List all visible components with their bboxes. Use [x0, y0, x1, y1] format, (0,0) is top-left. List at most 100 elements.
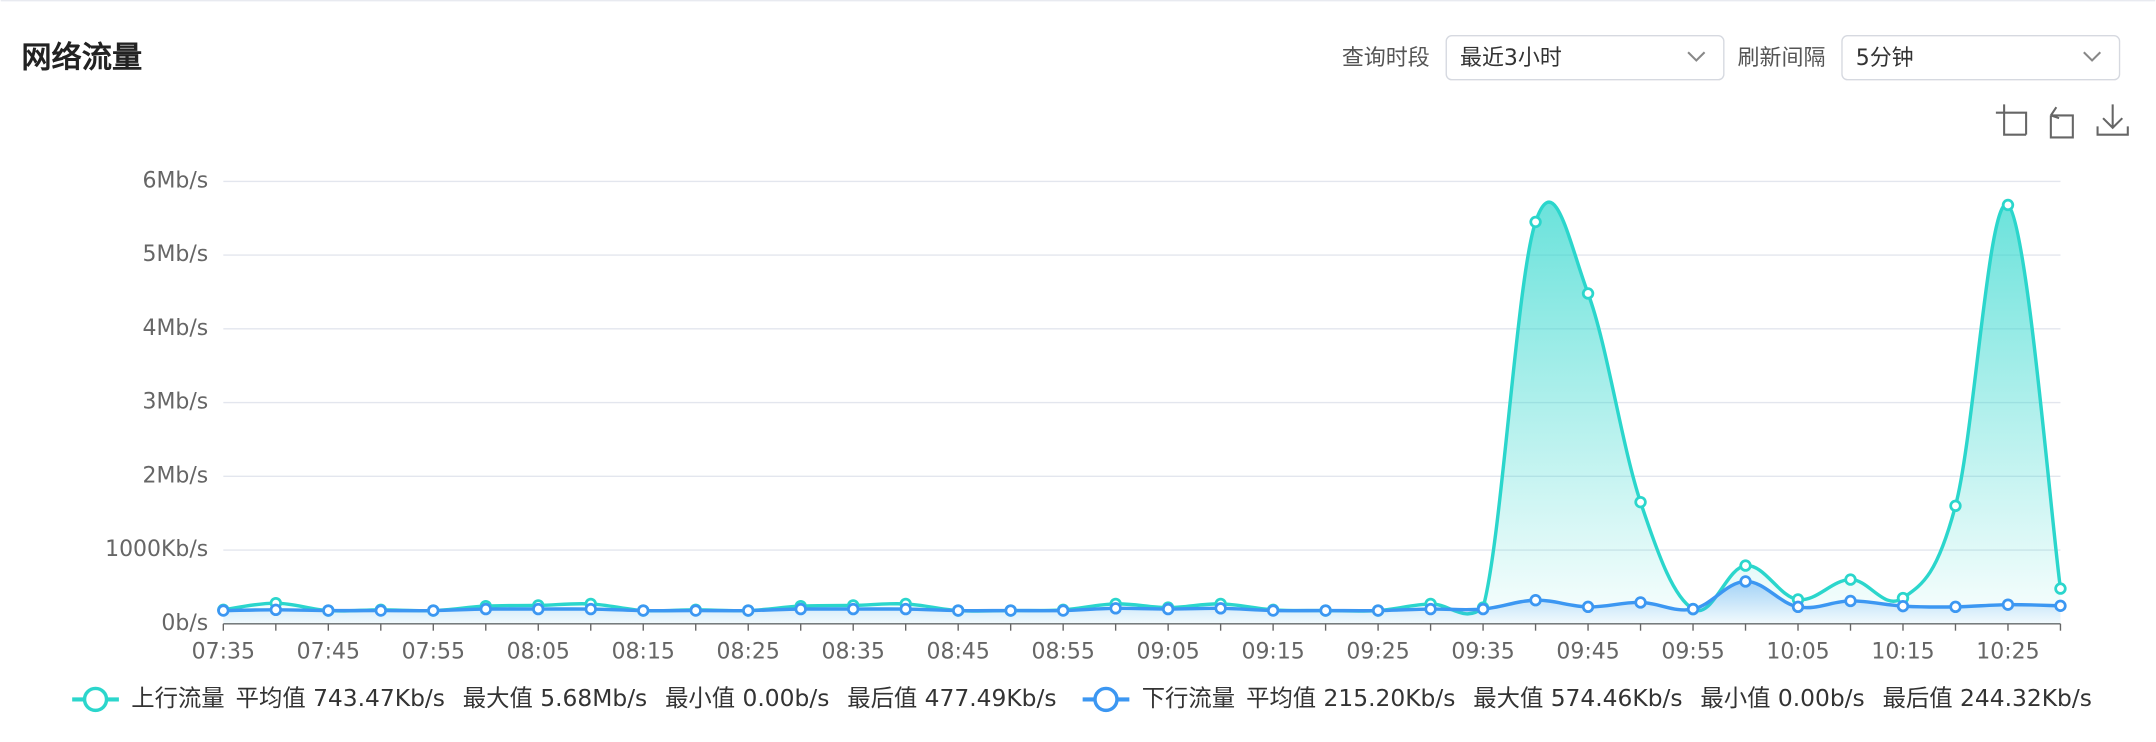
x-tick-label: 09:35 [1451, 640, 1514, 665]
x-tick-label: 07:35 [192, 640, 255, 665]
data-point [1004, 604, 1017, 617]
data-point [1949, 499, 1962, 513]
x-tick-label: 09:15 [1241, 640, 1304, 665]
interval-label: 刷新间隔 [1738, 46, 1826, 71]
data-point [1791, 600, 1805, 614]
data-point [637, 604, 650, 617]
zoom-icon[interactable] [1995, 104, 2028, 136]
data-point [794, 602, 807, 616]
data-point [742, 604, 755, 617]
chevron [1687, 51, 1706, 62]
data-point [1056, 604, 1070, 617]
data-point [2054, 582, 2067, 595]
data-point [374, 604, 387, 617]
x-tick-label: 08:55 [1032, 640, 1095, 665]
data-point [1371, 604, 1385, 617]
legend-stat: 最后值 244.32Kb/s [1883, 684, 2092, 712]
data-point [2001, 598, 2015, 611]
data-point [1266, 604, 1280, 617]
data-point [532, 602, 545, 616]
legend-item[interactable]: 上行流量 平均值 743.47Kb/s 最大值 5.68Mb/s 最小值 0.00b/… [72, 684, 1057, 713]
y-tick-label: 5Mb/s [142, 242, 208, 267]
data-point [1529, 215, 1542, 229]
data-point [951, 604, 965, 617]
data-point [1476, 602, 1490, 616]
y-tick-label: 3Mb/s [142, 390, 208, 415]
data-point [689, 604, 702, 617]
data-point [1634, 596, 1647, 609]
y-tick-label: 1000Kb/s [105, 537, 208, 562]
data-point [1739, 559, 1752, 572]
x-tick-label: 07:45 [297, 640, 360, 665]
legend-stat: 最小值 0.00b/s [665, 684, 829, 712]
select-box[interactable] [1841, 35, 2121, 81]
x-tick-label: 10:15 [1871, 640, 1934, 665]
x-tick-label: 09:25 [1346, 640, 1409, 665]
data-point [217, 604, 230, 617]
reset-icon[interactable] [2049, 106, 2074, 139]
data-point [1529, 594, 1542, 607]
legend-stat: 最后值 477.49Kb/s [847, 684, 1056, 712]
data-point [2054, 599, 2067, 612]
x-tick-label: 09:55 [1661, 640, 1724, 665]
data-point [1319, 604, 1332, 617]
data-point [479, 602, 492, 616]
download-icon[interactable] [2096, 104, 2129, 136]
x-tick-label: 09:05 [1136, 640, 1199, 665]
data-point [1581, 600, 1595, 614]
data-point [1844, 594, 1857, 608]
x-tick-label: 07:55 [402, 640, 465, 665]
select-value: 最近3小时 [1460, 46, 1562, 71]
data-point [1161, 602, 1175, 616]
legend-stat: 最小值 0.00b/s [1700, 684, 1864, 712]
x-tick-label: 08:15 [612, 640, 675, 665]
y-tick-label: 4Mb/s [142, 316, 208, 341]
x-tick-label: 08:05 [507, 640, 570, 665]
x-tick-label: 09:45 [1556, 640, 1619, 665]
select-value: 5分钟 [1856, 46, 1914, 71]
data-point [1896, 599, 1910, 613]
panel-title: 网络流量 [21, 40, 142, 76]
data-point [1949, 600, 1962, 614]
legend-stat: 最大值 574.46Kb/s [1473, 684, 1682, 712]
legend-stat: 最大值 5.68Mb/s [463, 684, 647, 712]
legend-stat: 平均值 215.20Kb/s [1246, 684, 1455, 712]
legend-stat: 平均值 743.47Kb/s [236, 684, 445, 712]
data-point [1214, 602, 1227, 615]
legend-name: 上行流量 [131, 684, 224, 712]
data-point [899, 602, 912, 616]
legend-marker [1093, 686, 1119, 713]
data-point [322, 604, 335, 617]
select-box[interactable] [1445, 35, 1725, 81]
data-point [584, 602, 597, 616]
data-point [269, 603, 282, 617]
x-tick-label: 10:05 [1766, 640, 1829, 665]
series-area [223, 202, 2061, 624]
series-area [223, 581, 2061, 624]
x-tick-label: 10:25 [1976, 640, 2039, 665]
data-point [847, 602, 860, 616]
legend-marker [82, 686, 109, 713]
legend-name: 下行流量 [1142, 684, 1235, 712]
data-point [427, 604, 440, 617]
interval-select[interactable]: 5分钟 [1841, 35, 2121, 81]
data-point [1686, 602, 1700, 616]
period-select[interactable]: 最近3小时 [1445, 35, 1725, 81]
data-point [2001, 198, 2015, 212]
data-point [1739, 575, 1752, 588]
y-tick-label: 0b/s [161, 611, 208, 636]
period-label: 查询时段 [1342, 46, 1430, 71]
data-point [1424, 602, 1437, 616]
x-tick-label: 08:45 [927, 640, 990, 665]
chevron [2083, 51, 2102, 62]
legend-item[interactable]: 下行流量 平均值 215.20Kb/s 最大值 574.46Kb/s 最小值 0.00… [1082, 684, 2092, 713]
y-tick-label: 6Mb/s [142, 168, 208, 193]
data-point [1844, 573, 1857, 586]
data-point [1109, 602, 1122, 615]
data-point [1581, 287, 1595, 300]
series-line [223, 200, 2063, 616]
data-point [1634, 495, 1647, 509]
x-tick-label: 08:35 [822, 640, 885, 665]
